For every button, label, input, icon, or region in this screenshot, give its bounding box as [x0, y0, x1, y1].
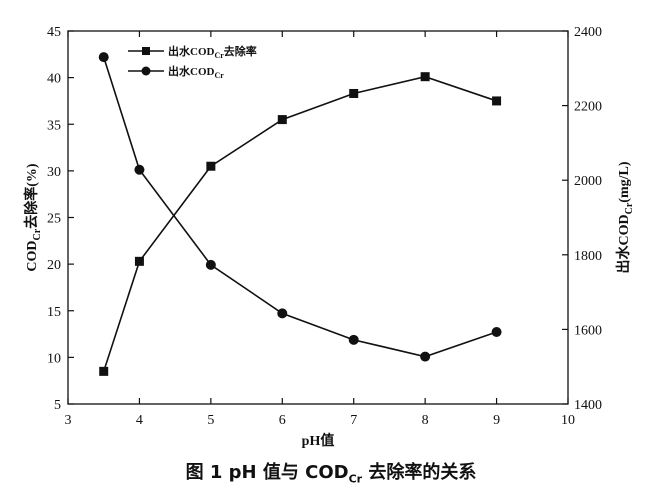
point-removal [492, 96, 502, 106]
x-tick-label: 6 [279, 413, 286, 428]
right-axis-title-main: 出水COD [615, 214, 632, 273]
left-axis-title-sub: Cr [32, 228, 43, 240]
left-axis-title-rest: 去除率(%) [23, 163, 40, 229]
left-y-tick-label: 10 [47, 351, 61, 366]
left-y-tick-label: 25 [47, 212, 61, 227]
x-tick-label: 7 [350, 413, 357, 428]
point-removal [134, 256, 144, 266]
right-y-tick-label: 2000 [574, 174, 602, 189]
point-effluent [134, 164, 145, 175]
figure-caption: 图 1 pH 值与 CODCr 去除率的关系 [0, 458, 662, 486]
series-line-removal [102, 75, 497, 372]
legend-label: 出水CODCr去除率 [168, 44, 257, 60]
series-layer [98, 52, 502, 376]
right-axis-title: 出水CODCr(mg/L) [615, 161, 635, 273]
point-removal [99, 366, 109, 376]
right-y-tick-label: 1400 [574, 398, 602, 413]
left-axis-title: CODCr去除率(%) [23, 163, 43, 271]
point-effluent [348, 334, 359, 345]
point-effluent [420, 351, 431, 362]
x-tick-label: 4 [136, 413, 143, 428]
point-effluent [205, 259, 216, 270]
point-effluent [491, 327, 502, 338]
series-line-effluent [102, 56, 497, 358]
right-y-tick-label: 2400 [574, 25, 602, 40]
x-tick-label: 10 [561, 413, 575, 428]
right-y-tick-label: 1800 [574, 249, 602, 264]
right-axis-title-sub: Cr [624, 202, 635, 214]
plot-frame [67, 30, 569, 405]
point-removal [206, 161, 216, 171]
left-y-tick-label: 40 [47, 72, 61, 87]
chart-axes: 3 4 5 6 7 8 9 105101520253035404514001600180020… [47, 25, 602, 428]
x-tick-label: 9 [493, 413, 500, 428]
point-removal [349, 88, 359, 98]
left-y-tick-label: 30 [47, 165, 61, 180]
legend-marker [142, 47, 150, 55]
left-axis-title-main: COD [25, 240, 40, 271]
x-tick-label: 5 [207, 413, 214, 428]
right-y-tick-label: 2200 [574, 100, 602, 115]
left-y-tick-label: 5 [54, 398, 61, 413]
point-removal [277, 115, 287, 125]
right-axis-title-rest: (mg/L) [617, 161, 632, 203]
caption-sub: Cr [348, 472, 363, 486]
left-y-tick-label: 15 [47, 305, 61, 320]
x-tick-label: 8 [422, 413, 429, 428]
left-y-tick-label: 20 [47, 258, 61, 273]
point-effluent [277, 308, 288, 319]
left-y-tick-label: 35 [47, 118, 61, 133]
point-effluent [98, 52, 109, 63]
x-tick-label: 3 [65, 413, 72, 428]
right-y-tick-label: 1600 [574, 323, 602, 338]
point-removal [420, 72, 430, 82]
legend-marker [141, 66, 151, 76]
x-axis-title: pH值 [302, 432, 335, 449]
left-y-tick-label: 45 [47, 25, 61, 40]
caption-suffix: 去除率的关系 [362, 462, 477, 483]
legend-label: 出水CODCr [168, 64, 224, 80]
caption-prefix: 图 1 pH 值与 COD [185, 462, 349, 483]
